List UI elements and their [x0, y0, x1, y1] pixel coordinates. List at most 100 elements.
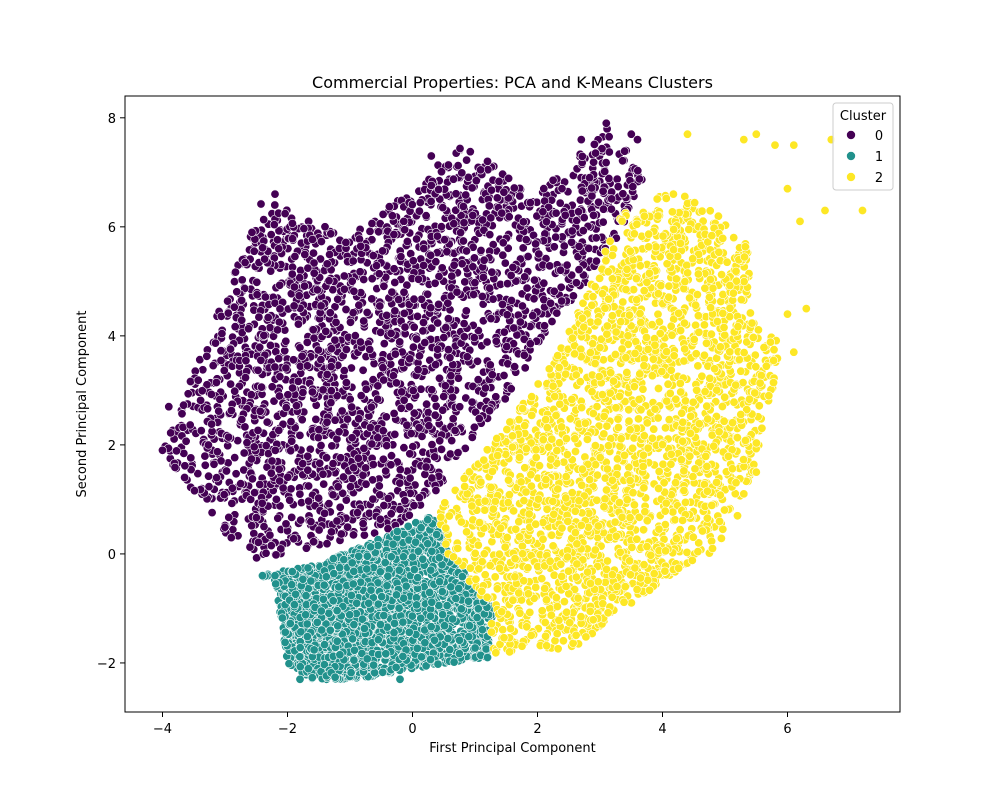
data-point [378, 667, 388, 677]
data-point [576, 135, 586, 145]
data-point [420, 469, 430, 479]
data-point [314, 493, 324, 503]
data-point [431, 485, 441, 495]
data-point [263, 312, 273, 322]
data-point [618, 189, 628, 199]
data-point [275, 280, 285, 290]
data-point [414, 206, 424, 216]
data-point [322, 417, 332, 427]
data-point [448, 174, 458, 184]
data-point [280, 637, 290, 647]
data-point [261, 548, 271, 558]
data-point [313, 433, 323, 443]
data-point [521, 235, 531, 245]
data-point [499, 327, 509, 337]
data-point [232, 287, 242, 297]
data-point [285, 495, 295, 505]
data-point [386, 328, 396, 338]
data-point [434, 271, 444, 281]
data-point [574, 265, 584, 275]
data-point [265, 323, 275, 333]
data-point [272, 325, 282, 335]
data-point [341, 238, 351, 248]
data-point [529, 275, 539, 285]
data-point [347, 433, 357, 443]
data-point [349, 286, 359, 296]
data-point [448, 414, 458, 424]
data-point [324, 499, 334, 509]
data-point [281, 403, 291, 413]
data-point [482, 156, 492, 166]
data-point [362, 307, 372, 317]
data-point [491, 336, 501, 346]
data-point [226, 405, 236, 415]
points-layer [158, 118, 867, 684]
data-point [409, 500, 419, 510]
data-point [196, 426, 206, 436]
data-point [326, 229, 336, 239]
data-point [286, 417, 296, 427]
data-point [546, 298, 556, 308]
data-point [437, 263, 447, 273]
data-point [458, 202, 468, 212]
data-point [343, 522, 353, 532]
data-point [378, 426, 388, 436]
data-point [280, 209, 290, 219]
data-point [321, 326, 331, 336]
data-point [430, 452, 440, 462]
data-point [600, 167, 610, 177]
data-point [575, 195, 585, 205]
data-point [288, 383, 298, 393]
data-point [434, 373, 444, 383]
data-point [557, 184, 567, 194]
data-point [506, 295, 516, 305]
data-point [453, 448, 463, 458]
data-point [354, 414, 364, 424]
data-point [485, 230, 495, 240]
data-point [397, 387, 407, 397]
data-point [436, 167, 446, 177]
data-point [447, 392, 457, 402]
data-point [457, 259, 467, 269]
data-point [203, 440, 213, 450]
data-point [295, 489, 305, 499]
data-point [594, 197, 604, 207]
data-point [331, 317, 341, 327]
data-point [241, 373, 251, 383]
data-point [499, 187, 509, 197]
data-point [399, 308, 409, 318]
data-point [289, 301, 299, 311]
data-point [295, 273, 305, 283]
data-point [469, 253, 479, 263]
data-point [402, 420, 412, 430]
data-point [185, 420, 195, 430]
data-point [309, 268, 319, 278]
data-point [492, 193, 502, 203]
data-point [485, 360, 495, 370]
data-point [312, 285, 322, 295]
data-point [487, 370, 497, 380]
data-point [307, 387, 317, 397]
data-point [255, 406, 265, 416]
data-point [239, 448, 249, 458]
data-point [353, 453, 363, 463]
data-point [488, 294, 498, 304]
data-point [407, 200, 417, 210]
data-point [281, 519, 291, 529]
chart-title: Commercial Properties: PCA and K-Means C… [312, 73, 713, 92]
data-point [591, 148, 601, 158]
data-point [612, 174, 622, 184]
data-point [326, 527, 336, 537]
data-point [304, 496, 314, 506]
data-point [203, 404, 213, 414]
data-point [287, 218, 297, 228]
data-point [326, 362, 336, 372]
data-point [413, 365, 423, 375]
data-point [287, 436, 297, 446]
data-point [562, 260, 572, 270]
data-point [486, 213, 496, 223]
data-point [297, 351, 307, 361]
data-point [417, 431, 427, 441]
data-point [326, 386, 336, 396]
data-point [598, 217, 608, 227]
